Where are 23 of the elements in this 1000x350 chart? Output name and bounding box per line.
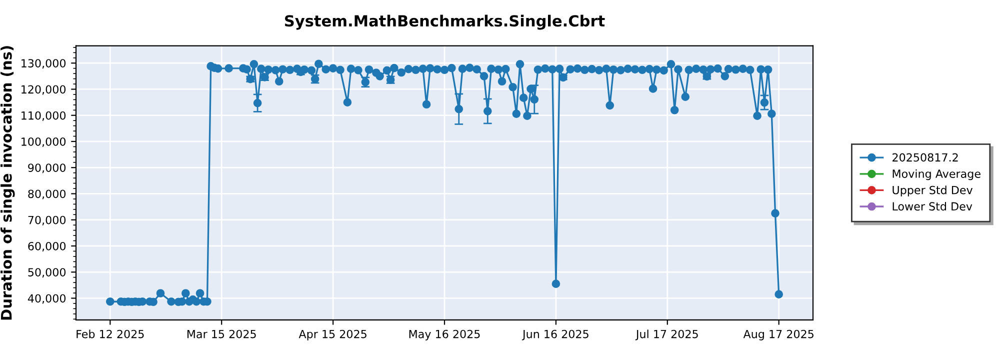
y-tick-label: 50,000 <box>28 268 66 278</box>
y-tick-label: 40,000 <box>28 294 66 304</box>
chart-title: System.MathBenchmarks.Single.Cbrt <box>284 14 605 30</box>
y-tick-label: 60,000 <box>28 242 66 252</box>
y-tick-label: 80,000 <box>28 190 66 200</box>
y-tick-label: 130,000 <box>22 59 66 69</box>
x-tick-label: Feb 12 2025 <box>76 330 144 338</box>
y-tick-label: 90,000 <box>28 164 66 174</box>
x-tick-label: Jul 17 2025 <box>635 330 698 340</box>
y-tick-label: 100,000 <box>22 137 66 147</box>
y-tick-label: 70,000 <box>28 216 66 226</box>
legend-label: 20250817.2 <box>892 153 958 162</box>
y-axis-title: Duration of single invocation (ns) <box>0 46 15 320</box>
legend-label: Moving Average <box>892 169 980 180</box>
x-tick-label: Apr 15 2025 <box>298 330 366 340</box>
x-tick-label: May 16 2025 <box>409 330 480 340</box>
legend-label: Upper Std Dev <box>892 186 973 196</box>
x-tick-label: Aug 17 2025 <box>743 330 814 340</box>
y-tick-label: 120,000 <box>22 85 66 95</box>
x-tick-label: Mar 15 2025 <box>187 330 256 338</box>
legend-label: Lower Std Dev <box>892 202 972 211</box>
y-tick-label: 110,000 <box>22 111 66 121</box>
x-tick-label: Jun 16 2025 <box>522 330 588 340</box>
